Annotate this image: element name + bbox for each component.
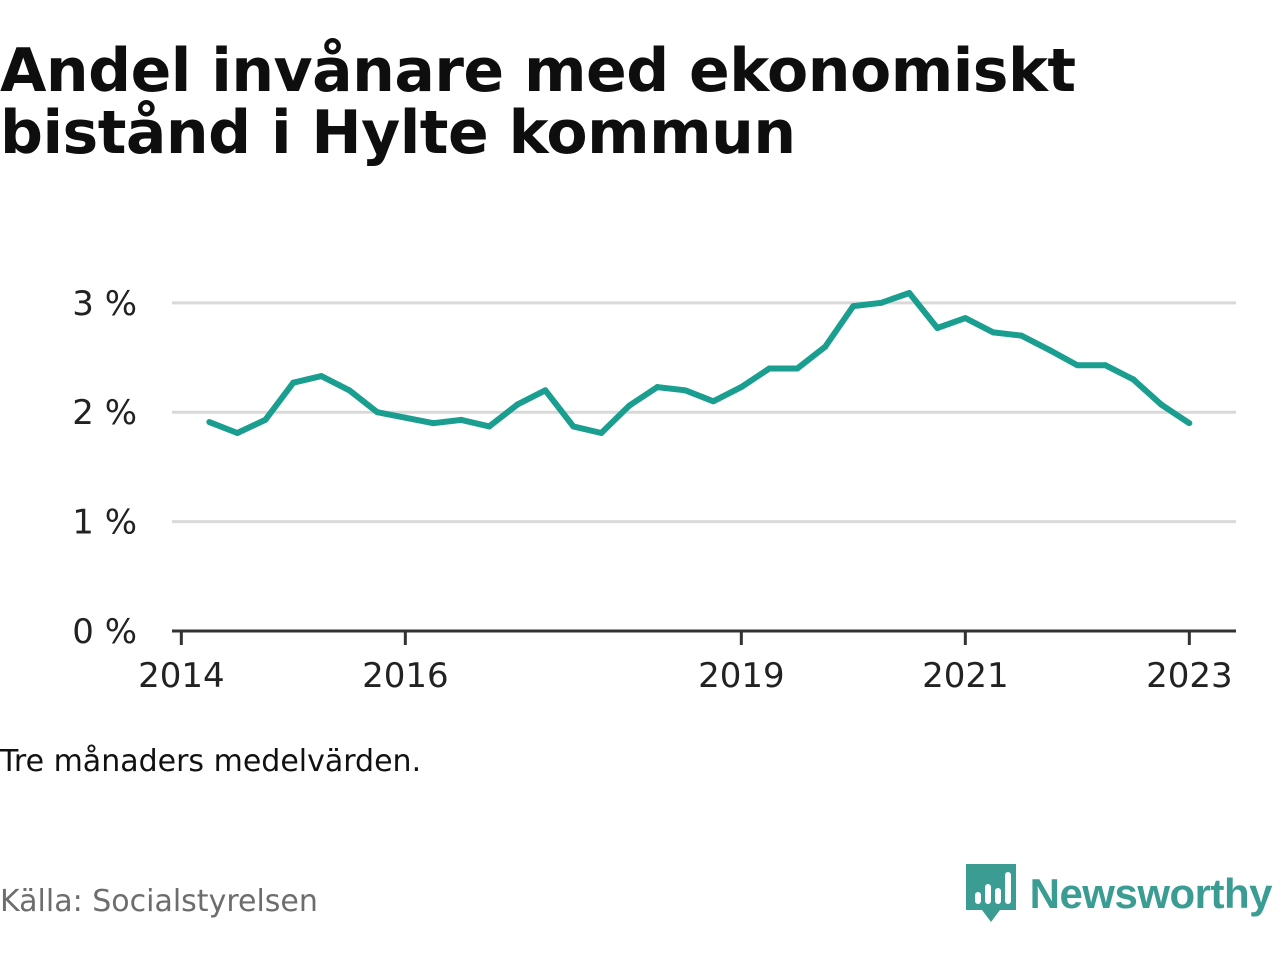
data-point-0 (206, 419, 213, 426)
data-point-26 (934, 324, 941, 331)
y-tick-label-0: 0 % (72, 612, 137, 652)
y-axis-labels: 0 % 1 % 2 % 3 % (72, 284, 137, 652)
data-point-14 (598, 429, 605, 436)
x-axis-labels: 2014 2016 2019 2021 2023 (138, 656, 1233, 696)
data-point-4 (318, 373, 325, 380)
data-point-20 (766, 365, 773, 372)
source-text: Källa: Socialstyrelsen (0, 884, 318, 919)
data-point-5 (346, 387, 353, 394)
data-point-7 (402, 414, 409, 421)
data-point-21 (794, 365, 801, 372)
data-point-8 (430, 420, 437, 427)
data-point-34 (1158, 401, 1165, 408)
data-point-3 (290, 379, 297, 386)
data-point-11 (514, 401, 521, 408)
data-point-15 (626, 402, 633, 409)
data-point-10 (486, 423, 493, 430)
series-layer (206, 289, 1193, 436)
data-point-29 (1018, 332, 1025, 339)
data-point-1 (234, 429, 241, 436)
data-point-18 (710, 398, 717, 405)
x-tick-label-3: 2021 (922, 656, 1009, 696)
data-point-30 (1046, 346, 1053, 353)
data-point-25 (906, 289, 913, 296)
newsworthy-bar-chart-logo-icon (965, 864, 1016, 922)
data-point-32 (1102, 362, 1109, 369)
x-axis (172, 629, 1236, 645)
data-point-9 (458, 416, 465, 423)
chart-title: Andel invånare med ekonomiskt bistånd i … (0, 40, 1260, 164)
data-point-24 (878, 299, 885, 306)
data-point-16 (654, 384, 661, 391)
chart-title-line-2: bistånd i Hylte kommun (0, 98, 796, 168)
gridlines (172, 301, 1236, 524)
line-chart: 0 % 1 % 2 % 3 % 2014 2016 2019 2021 2023 (72, 284, 1236, 696)
x-tick-label-4: 2023 (1146, 656, 1233, 696)
x-tick-label-2: 2019 (698, 656, 785, 696)
data-point-28 (990, 329, 997, 336)
chart-note: Tre månaders medelvärden. (0, 744, 422, 779)
data-point-13 (570, 423, 577, 430)
brand-name: Newsworthy (1029, 870, 1273, 917)
data-point-23 (850, 303, 857, 310)
y-tick-label-2: 2 % (72, 393, 137, 433)
x-tick-label-1: 2016 (362, 656, 449, 696)
y-tick-label-3: 3 % (72, 284, 137, 324)
brand-logo: Newsworthy (965, 864, 1273, 924)
series-line-0 (208, 290, 1191, 436)
data-point-2 (262, 416, 269, 423)
data-point-17 (682, 387, 689, 394)
data-point-31 (1074, 362, 1081, 369)
y-tick-label-1: 1 % (72, 503, 137, 543)
data-point-33 (1130, 376, 1137, 383)
data-point-27 (962, 315, 969, 322)
data-point-19 (738, 384, 745, 391)
chart-title-line-1: Andel invånare med ekonomiskt (0, 36, 1076, 106)
data-point-12 (542, 387, 549, 394)
data-point-6 (374, 409, 381, 416)
data-point-35 (1186, 420, 1193, 427)
x-tick-label-0: 2014 (138, 656, 225, 696)
data-point-22 (822, 343, 829, 350)
